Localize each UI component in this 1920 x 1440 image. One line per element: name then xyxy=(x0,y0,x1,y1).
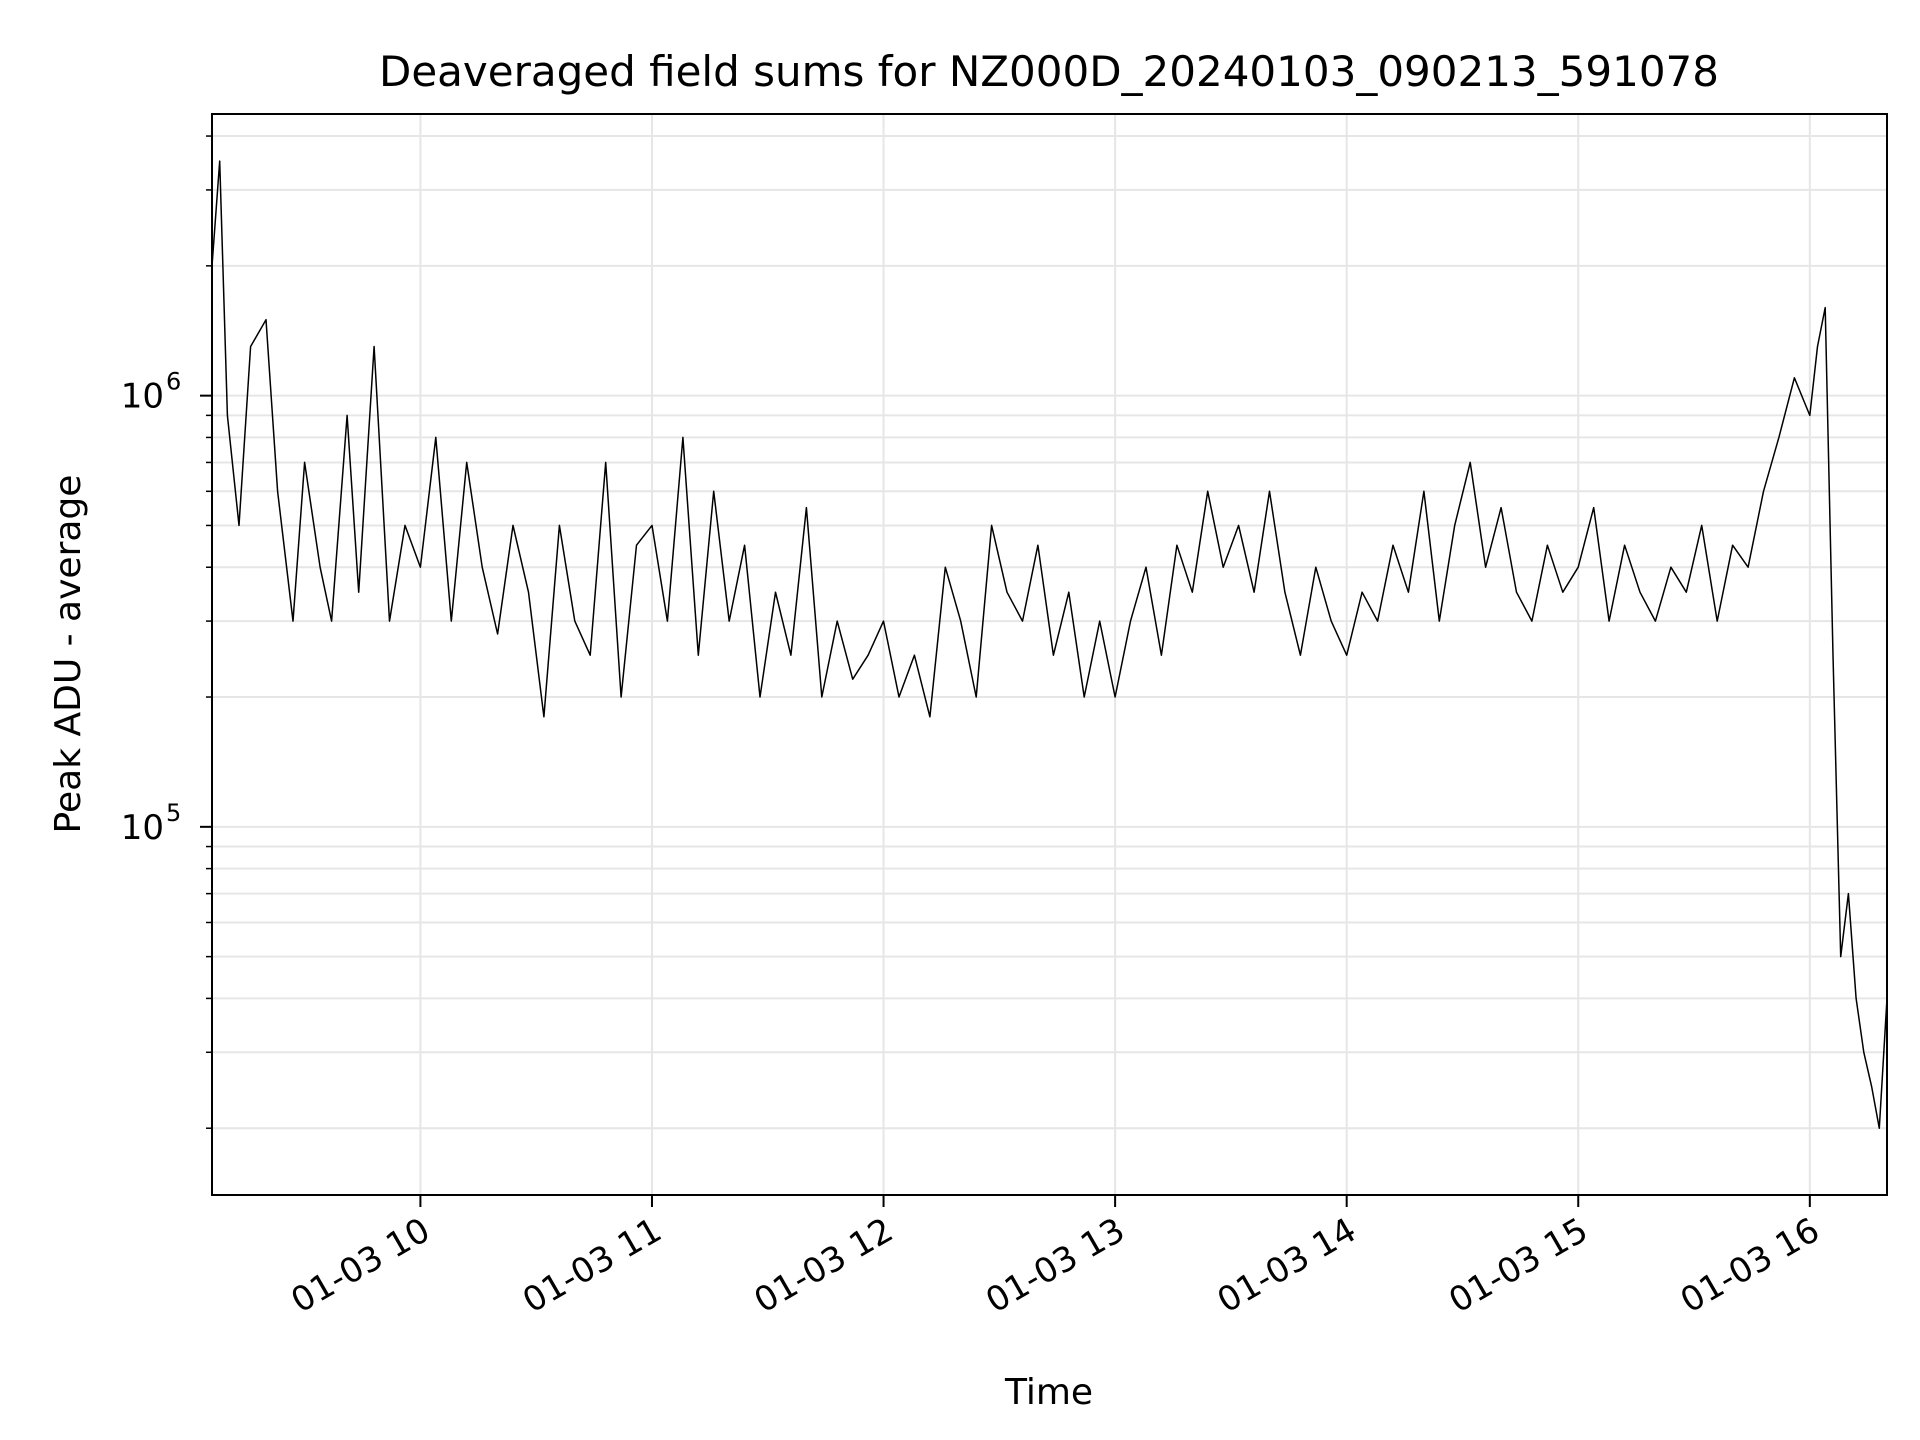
y-axis-label: Peak ADU - average xyxy=(48,475,89,834)
y-tick-label: 10 xyxy=(121,377,164,417)
x-tick-label: 01-03 14 xyxy=(1211,1210,1363,1321)
series-layer xyxy=(211,160,1888,1129)
x-tick-label: 01-03 16 xyxy=(1674,1210,1826,1321)
plot-frame xyxy=(211,113,1888,1196)
x-tick-label: 01-03 12 xyxy=(748,1210,900,1321)
x-tick-label: 01-03 11 xyxy=(516,1210,668,1321)
x-tick-label: 01-03 15 xyxy=(1442,1210,1594,1321)
x-tick-label: 01-03 13 xyxy=(979,1210,1131,1321)
chart-title: Deaveraged field sums for NZ000D_2024010… xyxy=(379,47,1719,96)
x-axis-label: Time xyxy=(1004,1372,1093,1413)
x-tick-label: 01-03 10 xyxy=(285,1210,437,1321)
y-tick-exponent: 5 xyxy=(166,799,181,827)
y-tick-label: 10 xyxy=(121,808,164,848)
series-line xyxy=(211,160,1888,1129)
x-axis: 01-03 10 01-03 11 01-03 12 01-03 13 01-03 14… xyxy=(285,1195,1826,1321)
grid xyxy=(212,114,1887,1195)
y-tick-exponent: 6 xyxy=(166,368,181,396)
